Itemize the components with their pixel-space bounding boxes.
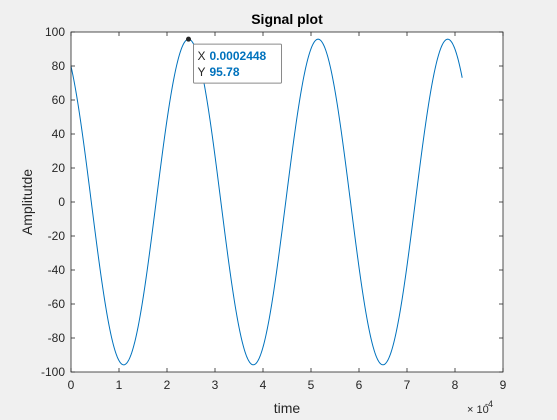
x-axis: 0 1 2 3 4 5 6 7 8 9 (68, 32, 507, 392)
x-tick-label: 4 (260, 378, 267, 392)
x-tick-label: 1 (116, 378, 123, 392)
datatip-x-value: 0.0002448 (210, 49, 267, 63)
x-tick-label: 0 (68, 378, 75, 392)
y-tick-label: 40 (52, 127, 66, 141)
series-line[interactable] (70, 38, 463, 366)
y-tick-label: 100 (45, 25, 65, 39)
x-tick-label: 6 (356, 378, 363, 392)
y-axis: 100 80 60 40 20 0 -20 -40 -60 -80 -100 (41, 25, 503, 379)
x-exponent-base: × 10 (467, 404, 489, 416)
x-tick-label: 8 (452, 378, 459, 392)
y-tick-label: -20 (48, 229, 66, 243)
datatip[interactable]: X 0.0002448 Y 95.78 (186, 36, 283, 84)
x-exponent-power: -4 (485, 399, 493, 409)
x-tick-label: 7 (404, 378, 411, 392)
x-exponent-label: × 10 -4 (467, 399, 493, 416)
chart-title: Signal plot (251, 11, 323, 27)
y-tick-label: -60 (48, 297, 66, 311)
axes-area[interactable] (71, 32, 503, 372)
x-tick-label: 9 (500, 378, 507, 392)
datatip-y-value: 95.78 (210, 65, 240, 79)
datatip-box (193, 43, 283, 84)
y-tick-label: 80 (52, 59, 66, 73)
y-tick-label: -100 (41, 365, 65, 379)
x-tick-label: 3 (212, 378, 219, 392)
y-tick-label: 60 (52, 93, 66, 107)
datatip-y-label: Y (198, 65, 206, 79)
y-tick-label: -40 (48, 263, 66, 277)
datatip-marker[interactable] (186, 36, 192, 42)
y-tick-label: 20 (52, 161, 66, 175)
y-tick-label: -80 (48, 331, 66, 345)
y-tick-label: 0 (58, 195, 65, 209)
y-axis-label: Amplitutde (19, 169, 35, 235)
datatip-x-label: X (198, 49, 206, 63)
x-tick-label: 5 (308, 378, 315, 392)
x-tick-label: 2 (164, 378, 171, 392)
x-axis-label: time (274, 400, 301, 416)
